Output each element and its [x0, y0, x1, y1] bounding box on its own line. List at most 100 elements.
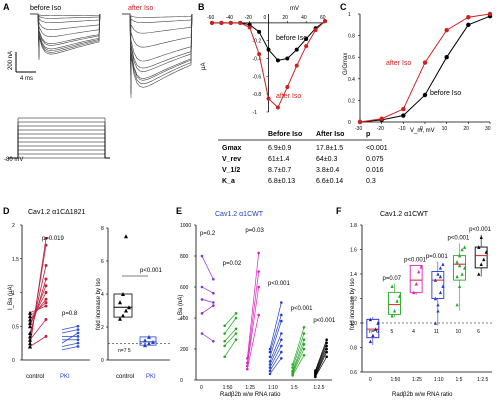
data-point — [247, 25, 252, 30]
data-point — [484, 250, 488, 254]
data-point — [444, 55, 449, 60]
pair-line — [29, 319, 47, 340]
before-point — [268, 363, 272, 366]
data-point — [433, 296, 438, 301]
panel-e-xlabel: Radβ2b w/w RNA ratio — [220, 392, 281, 398]
current-trace — [122, 13, 193, 19]
current-trace — [122, 13, 193, 53]
data-point — [304, 36, 309, 41]
after-point — [280, 313, 283, 317]
before-point — [314, 375, 317, 379]
x-tick-label: 0 — [264, 15, 267, 21]
iso-marker — [44, 301, 48, 305]
pair-line — [315, 345, 327, 374]
y-tick-label: 4 — [101, 292, 104, 298]
current-trace — [30, 13, 101, 17]
data-point — [417, 269, 421, 274]
pair-line — [29, 336, 47, 347]
panel-d-cat-pki-r: PKI — [146, 374, 156, 380]
table-cell: V_rev — [222, 156, 241, 163]
x-tick-label: 30 — [485, 126, 491, 132]
pair-line — [269, 320, 282, 357]
table-cell: 0.3 — [366, 178, 376, 185]
data-point — [436, 308, 440, 313]
data-point — [228, 20, 233, 25]
data-point — [398, 294, 402, 298]
p-value: p<0.001 — [404, 257, 427, 263]
data-point — [323, 19, 327, 24]
iso-marker — [44, 237, 48, 240]
x-tick-label: 20 — [282, 15, 288, 21]
before-point — [268, 350, 272, 354]
y-tick-label: 1000 — [180, 223, 191, 229]
x-tick-label: 1:25 — [412, 377, 422, 383]
pki-point — [143, 338, 147, 343]
pki-point — [143, 343, 147, 348]
panel-d-cat-pki: PKI — [60, 374, 70, 380]
data-point — [466, 22, 471, 27]
data-point — [390, 284, 394, 289]
pair-line — [29, 285, 47, 327]
data-point — [401, 106, 406, 112]
data-point — [368, 317, 373, 322]
series-line — [359, 13, 491, 123]
control-point — [124, 234, 128, 239]
panel-d: D Cav1.2 α1CΔ1821 I_Ba (μA) fold increas… — [3, 206, 170, 380]
box — [453, 255, 466, 281]
before-point — [200, 312, 204, 315]
pair-line — [269, 302, 282, 350]
control-point — [118, 316, 122, 321]
after-point — [325, 344, 328, 348]
p-value: p<0.001 — [448, 235, 471, 241]
data-point — [463, 266, 467, 270]
after-point — [234, 332, 238, 335]
table-cell: 61±1.4 — [268, 156, 289, 163]
after-point — [280, 319, 283, 323]
pair-line — [61, 329, 79, 334]
panel-d-cat-control: control — [26, 374, 44, 380]
pair-line — [29, 305, 47, 314]
data-point — [266, 96, 271, 101]
current-trace — [30, 13, 101, 33]
control-marker — [28, 317, 32, 322]
scale-y-label: 200 nA — [8, 51, 14, 70]
after-point — [257, 285, 260, 289]
y-tick-label: -1 — [253, 110, 258, 116]
pair-line — [29, 245, 47, 344]
pair-line — [224, 313, 237, 326]
panel-c-ylabel: G/Gmax — [343, 53, 349, 75]
iso-marker — [76, 324, 80, 328]
data-point — [433, 278, 438, 282]
data-point — [390, 313, 394, 318]
panel-c-label: C — [340, 2, 347, 12]
panel-d-ylabel-right: fold increase by Iso — [96, 278, 102, 330]
box — [431, 271, 445, 299]
current-trace — [30, 13, 101, 41]
current-trace — [122, 13, 193, 77]
pair-line — [269, 351, 282, 371]
voltage-step — [8, 137, 110, 159]
y-tick-label: 6 — [101, 259, 104, 265]
x-tick-label: -20 — [377, 126, 384, 132]
pair-line — [246, 314, 260, 370]
table-cell: 6.9±0.9 — [268, 145, 291, 152]
y-tick-label: -0.8 — [253, 92, 262, 98]
after-point — [234, 327, 238, 331]
y-tick-label: 0.6 — [350, 370, 357, 376]
x-tick-label: 20 — [463, 126, 469, 132]
current-trace — [30, 13, 101, 49]
data-point — [275, 105, 280, 110]
x-tick-label: 0 — [420, 126, 423, 132]
data-point — [422, 92, 428, 98]
panel-d-cat-control-r: control — [116, 374, 134, 380]
control-marker — [28, 320, 32, 325]
y-tick-label: 400 — [180, 316, 189, 322]
table-cell: 8.7±0.7 — [268, 167, 291, 174]
before-point — [268, 369, 272, 373]
panel-d-p-right: p<0.001 — [140, 268, 163, 274]
current-trace — [30, 13, 101, 51]
current-trace — [30, 13, 101, 55]
iso-marker — [76, 345, 80, 348]
plot-c: -30 -20 -10 0 10 20 30 0 0.2 0.4 0.6 0.8 1 — [348, 11, 493, 132]
before-point — [200, 298, 204, 301]
